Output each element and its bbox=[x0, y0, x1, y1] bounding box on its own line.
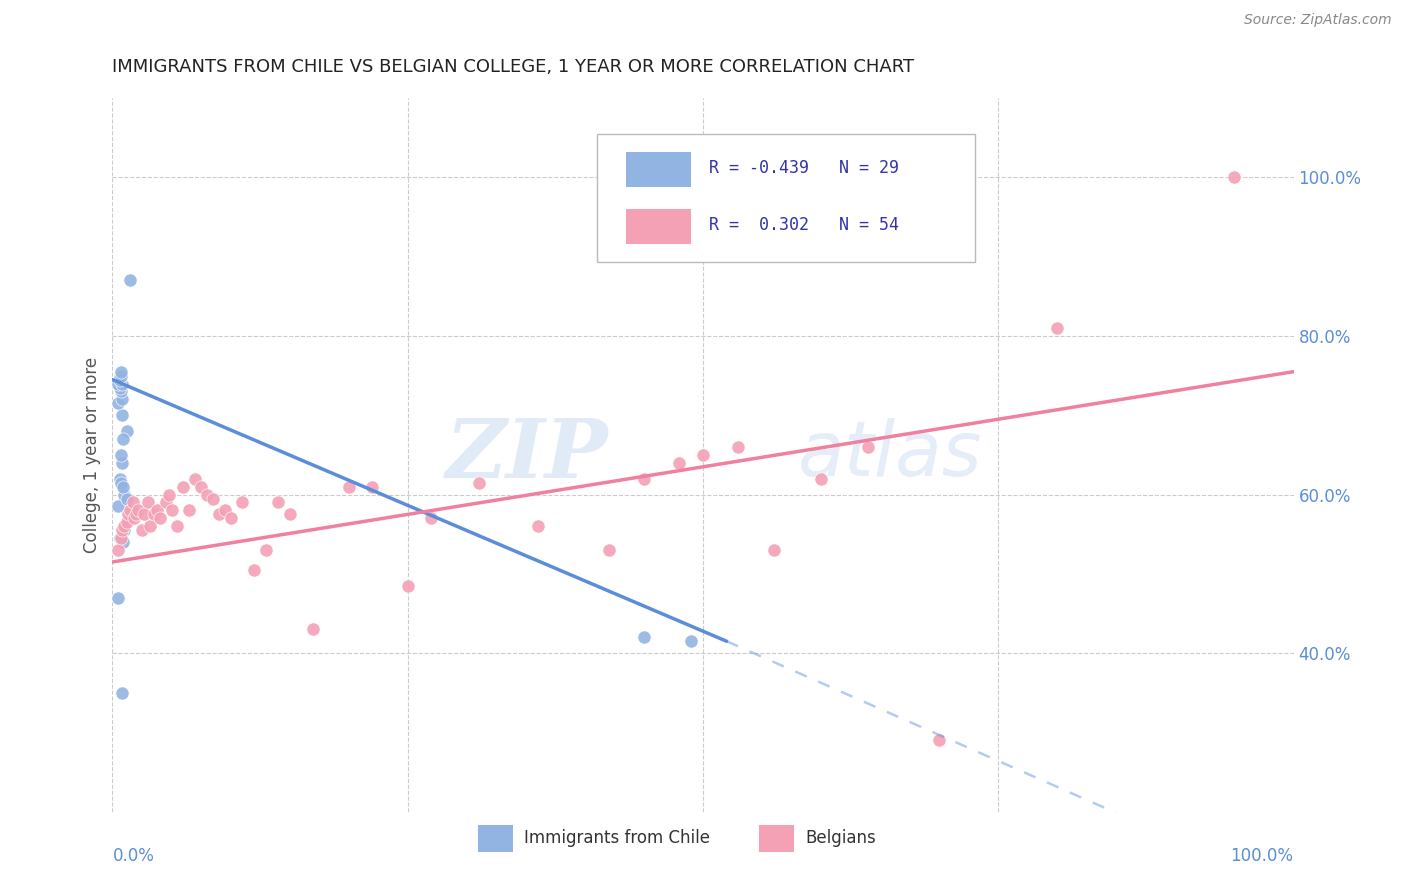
Text: IMMIGRANTS FROM CHILE VS BELGIAN COLLEGE, 1 YEAR OR MORE CORRELATION CHART: IMMIGRANTS FROM CHILE VS BELGIAN COLLEGE… bbox=[112, 58, 915, 76]
Point bbox=[107, 396, 129, 410]
Point bbox=[190, 480, 212, 494]
Point bbox=[115, 516, 138, 530]
Point bbox=[142, 508, 165, 522]
Point bbox=[108, 531, 131, 545]
Point bbox=[111, 376, 134, 391]
Point bbox=[598, 543, 620, 558]
Text: ZIP: ZIP bbox=[446, 415, 609, 495]
Text: 100.0%: 100.0% bbox=[1230, 847, 1294, 865]
Point bbox=[149, 511, 172, 525]
Text: R =  0.302   N = 54: R = 0.302 N = 54 bbox=[709, 216, 898, 234]
Point bbox=[125, 508, 148, 522]
Point bbox=[110, 448, 132, 462]
Point bbox=[184, 472, 207, 486]
Point bbox=[120, 273, 142, 287]
Point bbox=[727, 440, 749, 454]
Point bbox=[108, 370, 131, 384]
Point bbox=[108, 380, 131, 394]
Point bbox=[117, 508, 139, 522]
Point bbox=[107, 500, 129, 514]
Point bbox=[110, 365, 132, 379]
Text: Belgians: Belgians bbox=[806, 830, 876, 847]
Point bbox=[110, 368, 132, 383]
Point bbox=[139, 519, 162, 533]
FancyBboxPatch shape bbox=[596, 134, 974, 262]
Text: atlas: atlas bbox=[797, 418, 981, 491]
Text: Immigrants from Chile: Immigrants from Chile bbox=[524, 830, 710, 847]
Point bbox=[110, 531, 132, 545]
Point bbox=[146, 503, 169, 517]
Point bbox=[195, 487, 218, 501]
Text: Source: ZipAtlas.com: Source: ZipAtlas.com bbox=[1244, 13, 1392, 28]
Point bbox=[810, 472, 832, 486]
Point bbox=[302, 623, 325, 637]
Point bbox=[107, 376, 129, 391]
Point bbox=[214, 503, 236, 517]
Point bbox=[219, 511, 242, 525]
Point bbox=[112, 487, 135, 501]
Point bbox=[681, 634, 703, 648]
Point bbox=[157, 487, 180, 501]
Point bbox=[762, 543, 785, 558]
Point bbox=[172, 480, 194, 494]
Point bbox=[121, 495, 143, 509]
Point bbox=[361, 480, 384, 494]
Point bbox=[107, 591, 129, 605]
Point bbox=[112, 523, 135, 537]
Point bbox=[201, 491, 224, 506]
Point bbox=[107, 543, 129, 558]
Point bbox=[108, 373, 131, 387]
Point bbox=[396, 579, 419, 593]
Point bbox=[111, 523, 134, 537]
Point bbox=[179, 503, 201, 517]
Point bbox=[115, 491, 138, 506]
Point bbox=[208, 508, 231, 522]
Point bbox=[337, 480, 360, 494]
Point bbox=[1223, 170, 1246, 185]
Point bbox=[267, 495, 290, 509]
Point bbox=[120, 503, 142, 517]
FancyBboxPatch shape bbox=[626, 152, 692, 187]
Point bbox=[420, 511, 443, 525]
Point bbox=[467, 475, 489, 490]
Point bbox=[112, 480, 135, 494]
Point bbox=[243, 563, 266, 577]
Point bbox=[633, 630, 655, 644]
Point bbox=[131, 523, 153, 537]
Point bbox=[112, 432, 135, 446]
Point bbox=[166, 519, 188, 533]
Point bbox=[160, 503, 183, 517]
Point bbox=[122, 511, 145, 525]
Point bbox=[111, 686, 134, 700]
Point bbox=[858, 440, 880, 454]
Point bbox=[278, 508, 301, 522]
Point bbox=[134, 508, 156, 522]
FancyBboxPatch shape bbox=[626, 209, 692, 244]
Point bbox=[155, 495, 177, 509]
Point bbox=[111, 392, 134, 407]
Point bbox=[110, 475, 132, 490]
Point bbox=[110, 384, 132, 399]
Text: 0.0%: 0.0% bbox=[112, 847, 155, 865]
Point bbox=[115, 424, 138, 438]
Point bbox=[112, 519, 135, 533]
Point bbox=[111, 409, 134, 423]
Point bbox=[692, 448, 714, 462]
Point bbox=[111, 456, 134, 470]
Point bbox=[127, 503, 149, 517]
Point bbox=[231, 495, 253, 509]
Point bbox=[254, 543, 277, 558]
Y-axis label: College, 1 year or more: College, 1 year or more bbox=[83, 357, 101, 553]
Point bbox=[526, 519, 548, 533]
Point bbox=[136, 495, 159, 509]
Point bbox=[108, 472, 131, 486]
Point bbox=[668, 456, 690, 470]
Point bbox=[112, 535, 135, 549]
Point bbox=[928, 733, 950, 747]
Text: R = -0.439   N = 29: R = -0.439 N = 29 bbox=[709, 159, 898, 177]
Point bbox=[633, 472, 655, 486]
Point bbox=[1046, 321, 1069, 335]
